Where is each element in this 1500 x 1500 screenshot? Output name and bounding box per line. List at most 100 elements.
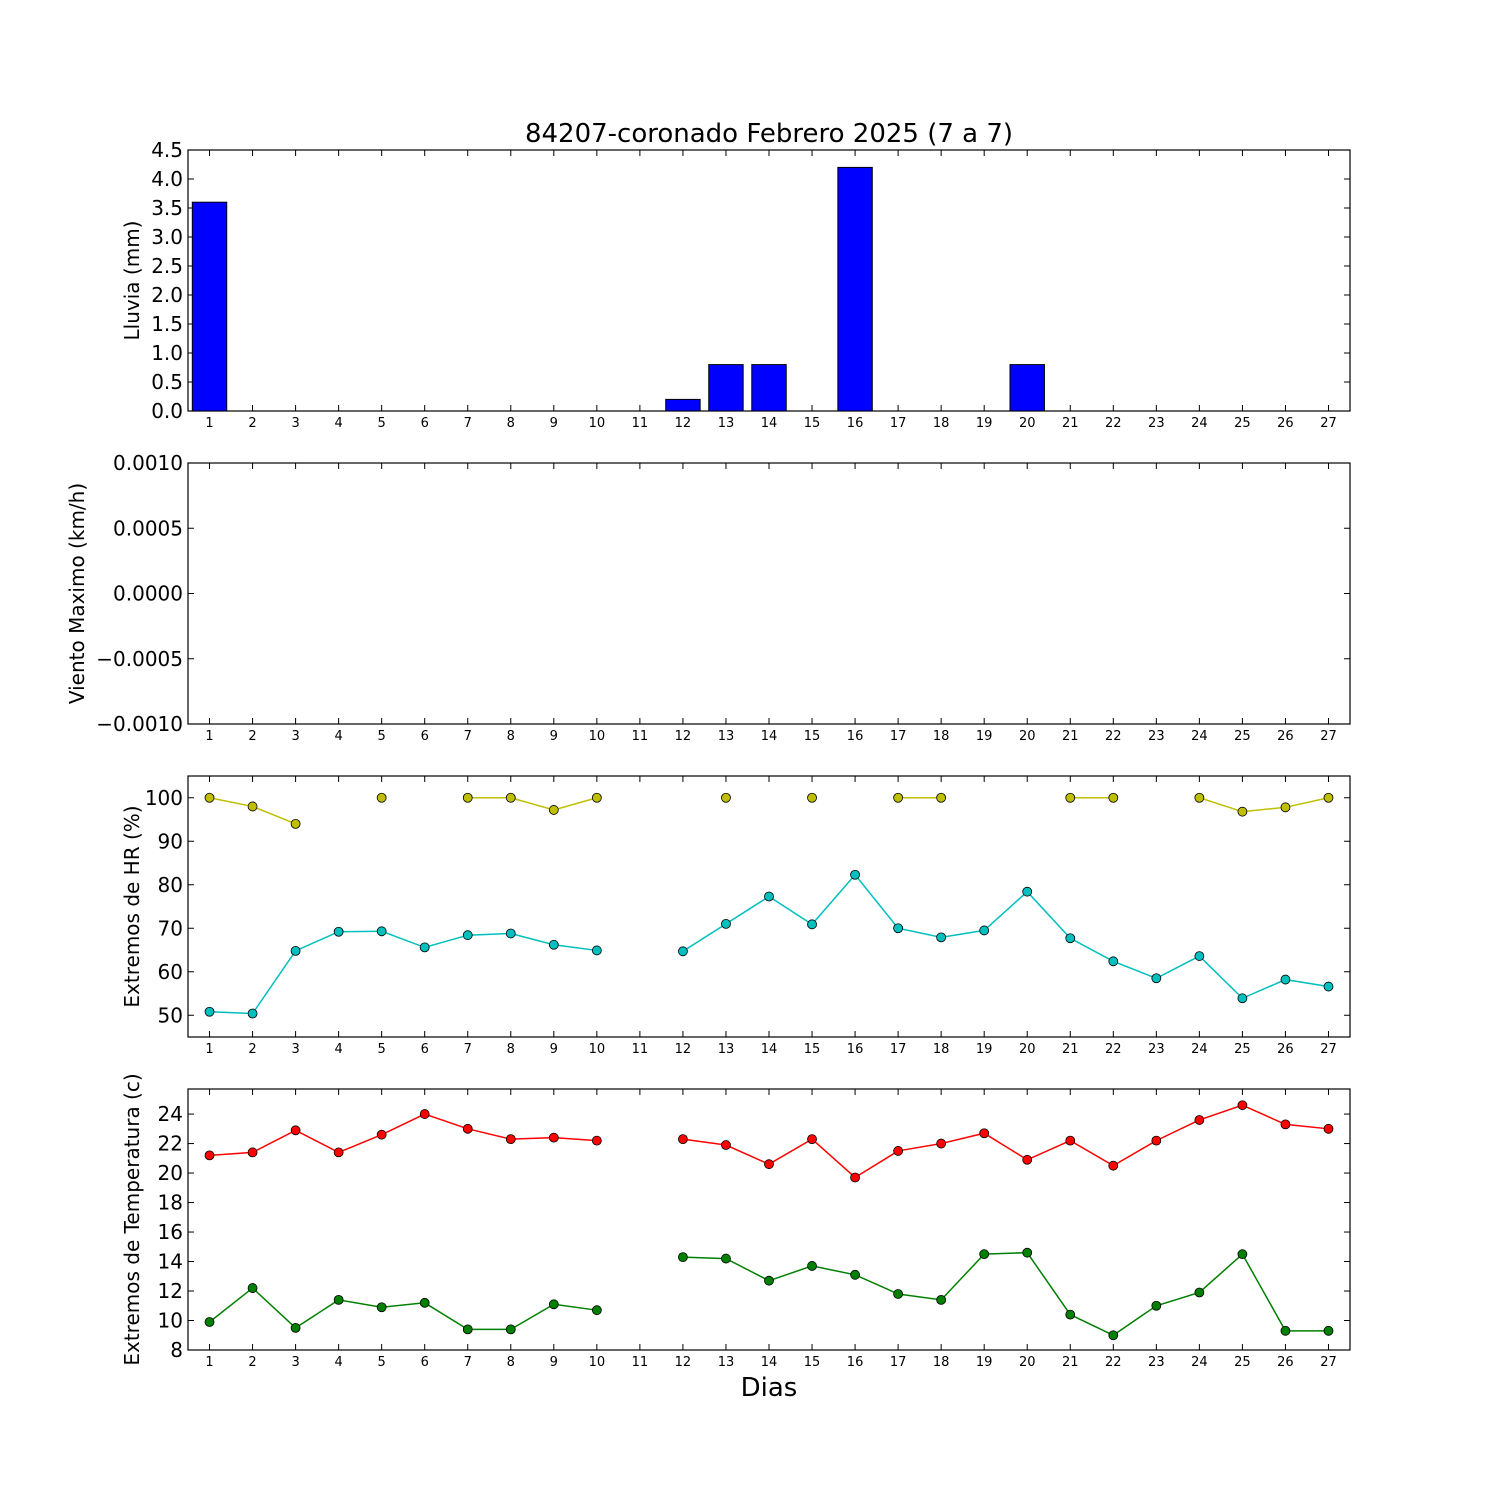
data-point bbox=[290, 818, 301, 829]
x-tick-label: 16 bbox=[847, 416, 864, 431]
data-point bbox=[807, 1134, 817, 1145]
data-point bbox=[807, 792, 817, 803]
data-point bbox=[721, 1140, 731, 1150]
y-tick-label: 100 bbox=[145, 786, 183, 810]
data-point bbox=[979, 1128, 990, 1139]
x-tick-label: 10 bbox=[589, 1355, 606, 1370]
data-point bbox=[290, 1322, 301, 1333]
x-tick-label: 24 bbox=[1191, 1042, 1208, 1057]
x-tick-label: 14 bbox=[761, 729, 778, 744]
data-point bbox=[1065, 933, 1076, 944]
x-tick-label: 3 bbox=[291, 416, 299, 431]
data-point bbox=[419, 942, 430, 953]
data-point bbox=[1280, 974, 1291, 985]
data-point bbox=[807, 919, 817, 930]
x-tick-label: 9 bbox=[550, 1355, 558, 1370]
data-point bbox=[1280, 1119, 1291, 1130]
x-tick-label: 20 bbox=[1019, 1042, 1036, 1057]
x-tick-label: 26 bbox=[1277, 729, 1294, 744]
x-tick-label: 27 bbox=[1320, 1355, 1337, 1370]
x-tick-label: 21 bbox=[1062, 729, 1079, 744]
x-tick-label: 7 bbox=[464, 1355, 472, 1370]
series-line bbox=[682, 1251, 1329, 1337]
rain-bar bbox=[751, 364, 787, 412]
x-tick-label: 11 bbox=[632, 1355, 649, 1370]
x-tick-label: 2 bbox=[248, 416, 256, 431]
y-tick-label: 18 bbox=[158, 1191, 183, 1215]
data-point bbox=[678, 946, 688, 957]
chart-title: 84207-coronado Febrero 2025 (7 a 7) bbox=[525, 119, 1013, 149]
data-point bbox=[548, 1299, 559, 1310]
data-point bbox=[333, 926, 344, 937]
x-tick-label: 20 bbox=[1019, 1355, 1036, 1370]
data-point bbox=[678, 1134, 688, 1145]
x-tick-label: 18 bbox=[933, 416, 950, 431]
data-point bbox=[247, 1008, 258, 1019]
data-point bbox=[333, 1147, 344, 1158]
data-point bbox=[721, 1253, 731, 1264]
x-tick-label: 7 bbox=[464, 1042, 472, 1057]
data-point bbox=[1151, 1300, 1162, 1311]
plot-frame bbox=[187, 1088, 1351, 1351]
y-tick-label: 16 bbox=[158, 1220, 183, 1244]
x-tick-label: 11 bbox=[632, 729, 649, 744]
data-point bbox=[1108, 1160, 1119, 1171]
x-tick-label: 24 bbox=[1191, 1355, 1208, 1370]
y-tick-label: 1.5 bbox=[151, 312, 183, 336]
x-tick-label: 24 bbox=[1191, 416, 1208, 431]
series-line bbox=[682, 873, 1329, 1000]
x-tick-label: 15 bbox=[804, 1042, 821, 1057]
x-tick-label: 10 bbox=[589, 729, 606, 744]
x-tick-label: 19 bbox=[976, 1042, 993, 1057]
data-point bbox=[548, 805, 559, 815]
data-point bbox=[893, 1146, 904, 1156]
data-point bbox=[1237, 1100, 1248, 1111]
data-point bbox=[247, 801, 258, 812]
x-tick-label: 23 bbox=[1148, 729, 1165, 744]
data-point bbox=[678, 1252, 688, 1263]
data-point bbox=[1108, 792, 1119, 803]
x-tick-label: 18 bbox=[933, 1042, 950, 1057]
data-point bbox=[1065, 1135, 1076, 1146]
data-point bbox=[1022, 886, 1033, 897]
x-tick-label: 5 bbox=[378, 1042, 386, 1057]
series-line bbox=[209, 1113, 597, 1157]
x-tick-label: 6 bbox=[421, 1355, 429, 1370]
data-point bbox=[204, 1006, 215, 1017]
data-point bbox=[893, 792, 904, 803]
x-tick-label: 9 bbox=[550, 1042, 558, 1057]
y-tick-label: 0.0010 bbox=[113, 451, 183, 475]
x-tick-label: 1 bbox=[205, 1355, 213, 1370]
y-tick-label: 8 bbox=[170, 1338, 183, 1362]
data-point bbox=[462, 1324, 473, 1335]
x-tick-label: 12 bbox=[675, 1355, 692, 1370]
x-tick-label: 18 bbox=[933, 729, 950, 744]
plot-frame bbox=[187, 775, 1351, 1038]
x-tick-label: 2 bbox=[248, 1042, 256, 1057]
data-point bbox=[721, 792, 731, 803]
rain-bar bbox=[708, 364, 744, 412]
x-tick-label: 14 bbox=[761, 1355, 778, 1370]
chart-panels: 0.00.51.01.52.02.53.03.54.04.51 2 3 4 5 6 7 8 9 1… bbox=[65, 138, 1351, 1370]
x-tick-label: 16 bbox=[847, 1042, 864, 1057]
data-point bbox=[290, 1125, 301, 1136]
x-tick-label: 13 bbox=[718, 1042, 735, 1057]
y-tick-label: 0.0 bbox=[151, 399, 183, 423]
x-tick-label: 6 bbox=[421, 416, 429, 431]
data-point bbox=[462, 930, 473, 941]
data-point bbox=[376, 1302, 387, 1313]
x-tick-label: 17 bbox=[890, 1355, 907, 1370]
x-tick-label: 6 bbox=[421, 729, 429, 744]
x-tick-label: 4 bbox=[334, 1355, 342, 1370]
x-tick-label: 17 bbox=[890, 1042, 907, 1057]
x-tick-label: 2 bbox=[248, 1355, 256, 1370]
data-point bbox=[591, 945, 602, 956]
data-point bbox=[1151, 1135, 1162, 1146]
x-tick-label: 13 bbox=[718, 729, 735, 744]
x-tick-label: 21 bbox=[1062, 416, 1079, 431]
data-point bbox=[1108, 956, 1119, 967]
